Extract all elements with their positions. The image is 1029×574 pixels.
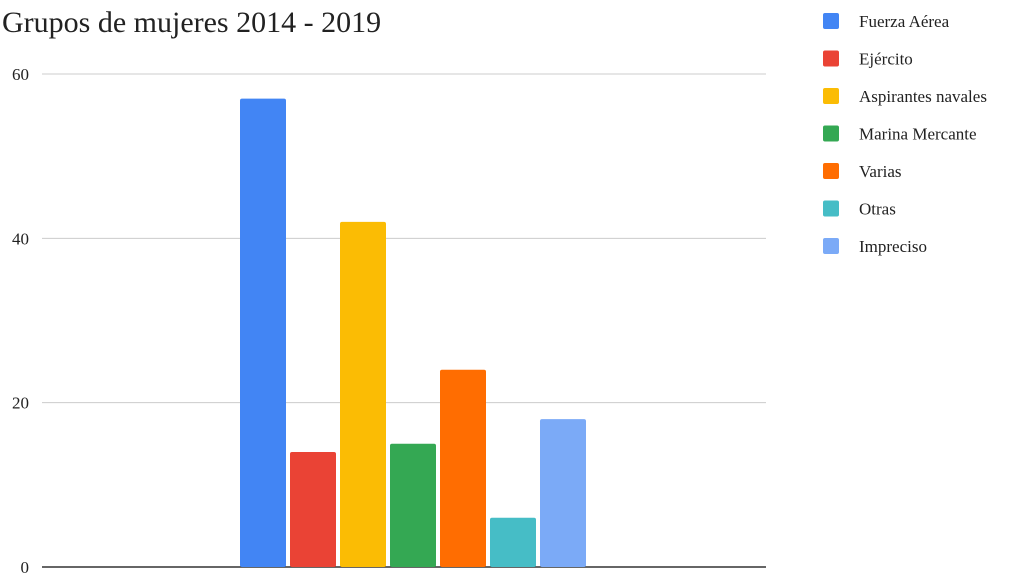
legend-item: Otras bbox=[823, 200, 896, 219]
y-tick-label: 40 bbox=[12, 229, 29, 248]
legend-item: Varias bbox=[823, 162, 901, 181]
legend-item: Marina Mercante bbox=[823, 125, 977, 144]
legend-swatch bbox=[823, 13, 839, 29]
y-tick-label: 20 bbox=[12, 394, 29, 413]
bar-2 bbox=[290, 451, 336, 567]
legend-swatch bbox=[823, 88, 839, 104]
legend-label: Fuerza Aérea bbox=[859, 12, 950, 31]
legend-swatch bbox=[823, 200, 839, 217]
legend-item: Impreciso bbox=[823, 237, 927, 256]
legend-label: Marina Mercante bbox=[859, 125, 977, 144]
legend-item: Aspirantes navales bbox=[823, 87, 987, 106]
y-axis-ticks: 0 20 40 60 bbox=[12, 65, 29, 574]
legend-swatch bbox=[823, 125, 839, 142]
legend-item: Ejército bbox=[823, 50, 913, 69]
legend-item: Fuerza Aérea bbox=[823, 12, 950, 31]
y-tick-label: 60 bbox=[12, 65, 29, 84]
legend-swatch bbox=[823, 238, 839, 254]
bar-6 bbox=[490, 517, 536, 567]
legend-swatch bbox=[823, 163, 839, 179]
legend-label: Varias bbox=[859, 162, 901, 181]
legend-label: Aspirantes navales bbox=[859, 87, 987, 106]
bar-1 bbox=[240, 98, 286, 568]
legend-label: Ejército bbox=[859, 50, 913, 69]
legend-label: Impreciso bbox=[859, 237, 927, 256]
bar-5 bbox=[440, 369, 486, 567]
bar-7 bbox=[540, 419, 586, 567]
chart-title: Grupos de mujeres 2014 - 2019 bbox=[2, 6, 381, 39]
y-tick-label: 0 bbox=[21, 558, 30, 574]
bar-4 bbox=[390, 443, 436, 567]
bar-3 bbox=[340, 221, 386, 567]
bars bbox=[240, 98, 586, 568]
legend-label: Otras bbox=[859, 200, 896, 219]
legend: Fuerza Aérea Ejército Aspirantes navales Ma… bbox=[823, 12, 987, 256]
legend-swatch bbox=[823, 50, 839, 67]
